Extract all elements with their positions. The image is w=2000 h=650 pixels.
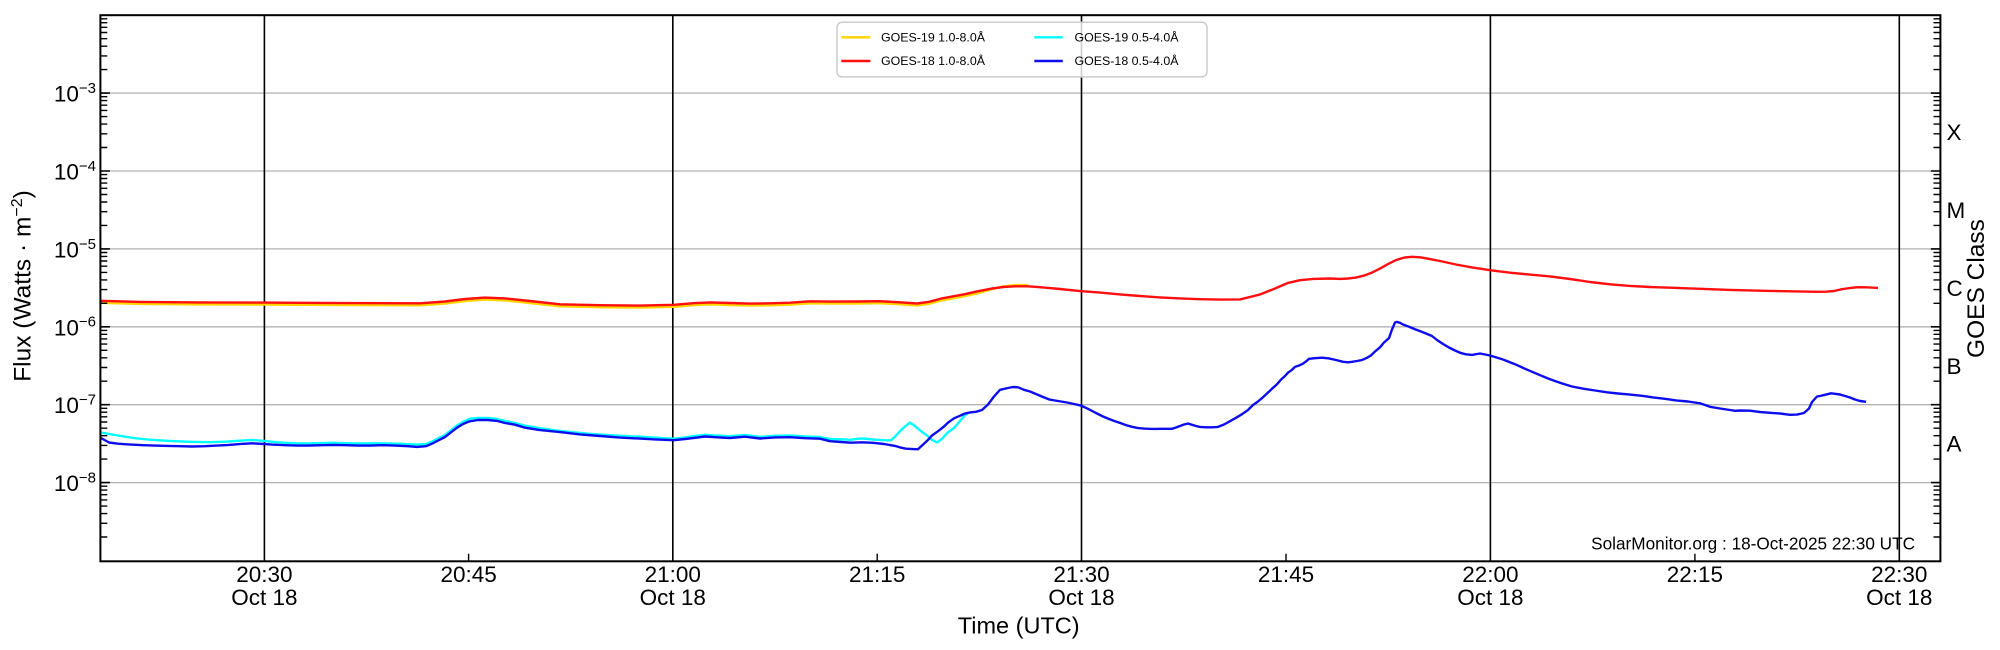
svg-text:Oct 18: Oct 18 (1866, 585, 1932, 610)
svg-text:GOES-19 0.5-4.0Å: GOES-19 0.5-4.0Å (1075, 29, 1180, 44)
svg-text:21:45: 21:45 (1258, 562, 1314, 587)
svg-text:Oct 18: Oct 18 (1048, 585, 1114, 610)
svg-text:A: A (1947, 432, 1962, 457)
svg-text:X: X (1947, 120, 1962, 145)
svg-text:21:00: 21:00 (645, 562, 701, 587)
svg-text:M: M (1947, 198, 1966, 223)
svg-text:20:45: 20:45 (440, 562, 496, 587)
svg-text:22:30: 22:30 (1871, 562, 1927, 587)
svg-text:20:30: 20:30 (236, 562, 292, 587)
svg-text:10−7: 10−7 (54, 392, 96, 419)
svg-text:C: C (1947, 276, 1963, 301)
svg-text:GOES-18 1.0-8.0Å: GOES-18 1.0-8.0Å (881, 53, 986, 68)
svg-text:Flux (Watts · m−2): Flux (Watts · m−2) (9, 190, 37, 382)
svg-text:GOES Class: GOES Class (1963, 219, 1990, 358)
svg-text:Time (UTC): Time (UTC) (958, 613, 1080, 639)
svg-text:Oct 18: Oct 18 (640, 585, 706, 610)
svg-text:Oct 18: Oct 18 (1457, 585, 1523, 610)
svg-text:21:30: 21:30 (1053, 562, 1109, 587)
svg-text:10−3: 10−3 (54, 80, 96, 107)
svg-text:Oct 18: Oct 18 (231, 585, 297, 610)
svg-text:GOES-18 0.5-4.0Å: GOES-18 0.5-4.0Å (1075, 53, 1180, 68)
svg-text:GOES-19 1.0-8.0Å: GOES-19 1.0-8.0Å (881, 29, 986, 44)
svg-text:B: B (1947, 354, 1962, 379)
svg-text:22:15: 22:15 (1667, 562, 1723, 587)
svg-text:21:15: 21:15 (849, 562, 905, 587)
svg-text:SolarMonitor.org : 18-Oct-2025: SolarMonitor.org : 18-Oct-2025 22:30 UTC (1591, 533, 1915, 553)
svg-text:22:00: 22:00 (1462, 562, 1518, 587)
